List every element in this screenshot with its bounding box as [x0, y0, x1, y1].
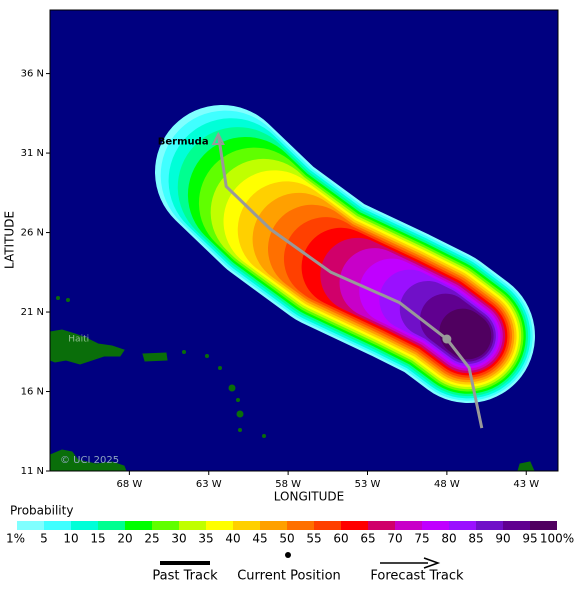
colorbar-label: 40 [225, 532, 240, 546]
y-tick-label: 21 N [21, 307, 44, 318]
colorbar-label: 10 [63, 532, 78, 546]
x-tick-label: 68 W [116, 479, 142, 490]
colorbar-swatch [98, 521, 125, 530]
colorbar-swatch [44, 521, 71, 530]
colorbar-label: 90 [495, 532, 510, 546]
y-tick-label: 11 N [21, 466, 44, 477]
island [517, 461, 535, 471]
island [205, 354, 209, 358]
puerto-rico [142, 352, 168, 362]
colorbar-swatch [206, 521, 233, 530]
colorbar-label: 45 [252, 532, 267, 546]
colorbar-swatch [476, 521, 503, 530]
forecast-arrowhead [211, 131, 225, 145]
colorbar-swatch [287, 521, 314, 530]
y-tick-label: 36 N [21, 69, 44, 80]
island [238, 428, 242, 432]
x-axis-title: LONGITUDE [274, 490, 344, 504]
colorbar-label: 70 [387, 532, 402, 546]
colorbar-swatch [233, 521, 260, 530]
y-tick-label: 31 N [21, 148, 44, 159]
colorbar-label: 55 [306, 532, 321, 546]
x-tick-label: 53 W [355, 479, 381, 490]
island [66, 298, 70, 302]
colorbar-swatch [422, 521, 449, 530]
past-track [445, 338, 484, 429]
swath-band [439, 308, 492, 360]
colorbar-swatch [17, 521, 44, 530]
island [262, 434, 266, 438]
island [236, 410, 244, 418]
legend-label: Past Track [152, 569, 218, 584]
colorbar-label: 95 [522, 532, 537, 546]
island [218, 366, 222, 370]
colorbar-label: 35 [198, 532, 213, 546]
place-label: Bermuda [158, 136, 209, 147]
place-label: Haiti [68, 335, 89, 345]
colorbar-label: 60 [333, 532, 348, 546]
hispaniola [50, 329, 125, 365]
current-position-symbol [285, 552, 291, 558]
colorbar-label: 80 [441, 532, 456, 546]
legend-label: Current Position [237, 569, 341, 584]
y-tick-label: 16 N [21, 387, 44, 398]
colorbar-swatch [152, 521, 179, 530]
colorbar-swatch [125, 521, 152, 530]
forecast-track [216, 133, 448, 341]
x-tick-label: 63 W [196, 479, 222, 490]
watermark: © UCI 2025 [60, 455, 119, 466]
forecast-track-arrowhead [423, 557, 441, 569]
colorbar-label: 15 [90, 532, 105, 546]
legend-label: Forecast Track [370, 569, 464, 584]
colorbar-swatch [71, 521, 98, 530]
colorbar-swatch [179, 521, 206, 530]
colorbar-label: 1% [6, 532, 25, 546]
plot-frame [49, 9, 559, 472]
colorbar-label: 75 [414, 532, 429, 546]
colorbar-swatch [395, 521, 422, 530]
x-tick-label: 43 W [513, 479, 539, 490]
colorbar-label: 25 [144, 532, 159, 546]
island [56, 296, 60, 300]
colorbar-label: 50 [279, 532, 294, 546]
colorbar-label: 65 [360, 532, 375, 546]
island [182, 350, 186, 354]
x-tick-label: 58 W [275, 479, 301, 490]
y-tick-label: 26 N [21, 228, 44, 239]
x-tick-label: 48 W [434, 479, 460, 490]
colorbar-swatch [449, 521, 476, 530]
colorbar-label: 20 [117, 532, 132, 546]
colorbar-swatch [314, 521, 341, 530]
colorbar-swatch [368, 521, 395, 530]
current-position [442, 334, 452, 344]
island [236, 398, 240, 402]
colorbar-label: 30 [171, 532, 186, 546]
colorbar-swatch [503, 521, 530, 530]
colorbar-label: 5 [40, 532, 48, 546]
colorbar-swatch [530, 521, 557, 530]
colorbar-swatch [260, 521, 287, 530]
colorbar-label: 85 [468, 532, 483, 546]
south-america [50, 449, 127, 471]
probability-swath [155, 105, 535, 403]
colorbar-title: Probability [10, 504, 73, 518]
colorbar-swatch [341, 521, 368, 530]
y-axis-title: LATITUDE [3, 211, 17, 269]
island [228, 384, 236, 392]
colorbar-label: 100% [540, 532, 574, 546]
land [50, 296, 535, 471]
